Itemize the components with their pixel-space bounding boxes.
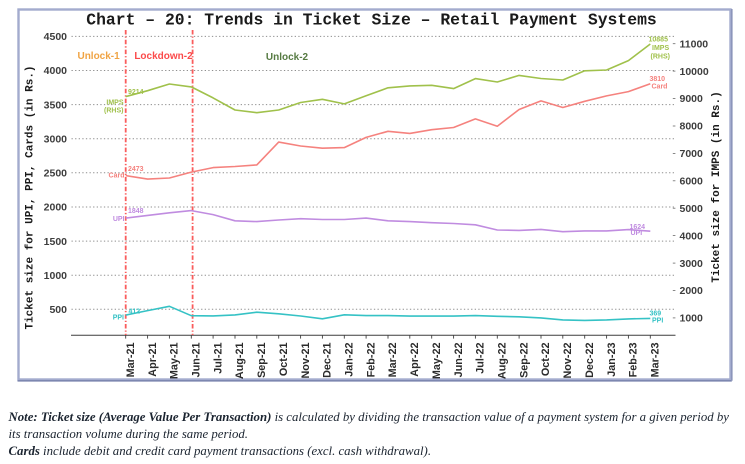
svg-text:Oct-21: Oct-21 [278,343,290,377]
svg-text:IMPS: IMPS [652,45,669,52]
svg-text:11000: 11000 [680,38,709,50]
svg-text:Aug-21: Aug-21 [234,343,246,380]
svg-text:Card: Card [109,173,125,180]
svg-text:Feb-23: Feb-23 [628,343,640,378]
svg-text:8000: 8000 [680,121,704,133]
svg-text:2473: 2473 [128,166,144,173]
svg-text:Ticket size for IMPS (in Rs.): Ticket size for IMPS (in Rs.) [711,91,723,282]
svg-text:1000: 1000 [680,313,704,325]
svg-text:Nov-22: Nov-22 [562,343,574,379]
svg-text:10000: 10000 [680,66,709,78]
svg-text:Dec-22: Dec-22 [584,343,596,378]
svg-text:1500: 1500 [44,236,68,248]
svg-text:Sep-21: Sep-21 [256,343,268,378]
svg-text:Unlock-2: Unlock-2 [266,52,309,63]
svg-text:3810: 3810 [650,76,666,83]
svg-text:Apr-21: Apr-21 [147,343,159,377]
svg-text:Oct-22: Oct-22 [540,343,552,377]
svg-text:Aug-22: Aug-22 [497,343,509,380]
svg-text:Jan-22: Jan-22 [344,343,356,377]
svg-text:4500: 4500 [44,31,68,43]
svg-text:1624: 1624 [630,224,646,231]
svg-text:1000: 1000 [44,270,68,282]
svg-text:9000: 9000 [680,93,704,105]
svg-text:3000: 3000 [44,133,68,145]
svg-text:Dec-21: Dec-21 [322,343,334,378]
svg-text:2000: 2000 [680,285,704,297]
svg-text:PPI: PPI [113,315,124,322]
svg-text:May-21: May-21 [169,343,181,380]
svg-text:Mar-23: Mar-23 [650,343,662,378]
svg-text:3000: 3000 [680,258,704,270]
svg-text:369: 369 [650,311,662,318]
svg-text:2000: 2000 [44,202,68,214]
svg-text:1848: 1848 [128,208,144,215]
svg-text:Jul-22: Jul-22 [475,343,487,374]
svg-text:(RHS): (RHS) [651,54,670,61]
svg-text:Mar-21: Mar-21 [125,343,137,378]
svg-text:PPI: PPI [652,318,663,325]
svg-text:3500: 3500 [44,99,68,111]
svg-text:UPI: UPI [631,230,643,237]
svg-text:May-22: May-22 [431,343,443,380]
svg-text:4000: 4000 [680,230,704,242]
svg-text:7000: 7000 [680,148,704,160]
svg-text:Feb-22: Feb-22 [365,343,377,378]
svg-text:UPI: UPI [113,216,125,223]
svg-text:Jan-23: Jan-23 [606,343,618,377]
svg-text:Jun-22: Jun-22 [453,343,465,378]
svg-text:Sep-22: Sep-22 [518,343,530,378]
svg-text:Apr-22: Apr-22 [409,343,421,377]
svg-text:Jun-21: Jun-21 [191,343,203,378]
svg-text:Lockdown-2: Lockdown-2 [134,51,193,62]
svg-text:412: 412 [129,309,141,316]
svg-text:Unlock-1: Unlock-1 [77,51,120,62]
svg-text:10885: 10885 [649,37,669,44]
svg-text:Jul-21: Jul-21 [212,343,224,374]
svg-text:Card: Card [652,84,668,91]
svg-text:Nov-21: Nov-21 [300,343,312,379]
svg-text:4000: 4000 [44,65,68,77]
svg-text:Chart – 20: Trends in Ticket S: Chart – 20: Trends in Ticket Size – Reta… [86,11,657,30]
svg-text:9214: 9214 [128,89,144,96]
svg-text:(RHS): (RHS) [104,108,123,115]
svg-text:5000: 5000 [680,203,704,215]
svg-text:Ticket size for UPI, PPI, Card: Ticket size for UPI, PPI, Cards (in Rs.) [25,65,37,329]
svg-text:500: 500 [49,304,67,316]
svg-text:6000: 6000 [680,176,704,188]
svg-text:2500: 2500 [44,168,68,180]
svg-text:IMPS: IMPS [106,100,123,107]
svg-text:Mar-22: Mar-22 [387,343,399,378]
